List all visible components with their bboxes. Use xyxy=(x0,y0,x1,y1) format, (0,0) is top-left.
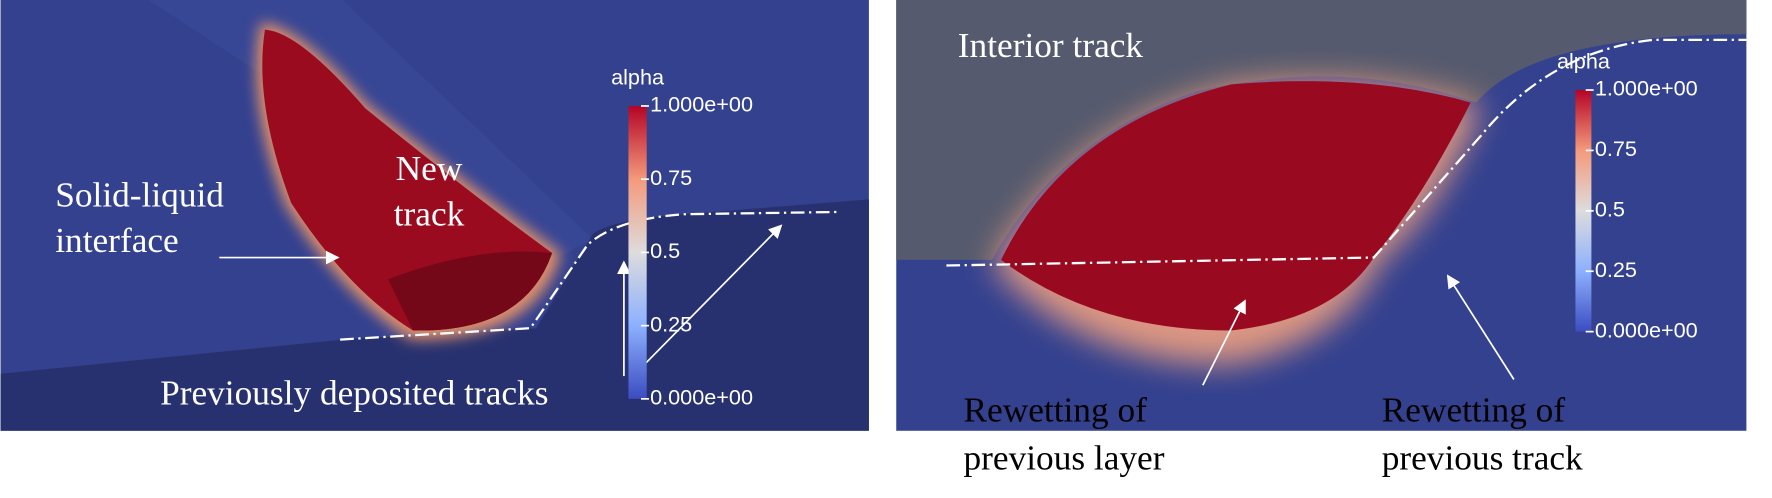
colorbar-tick-label: 0.75 xyxy=(1595,136,1637,161)
left-panel xyxy=(0,0,869,431)
annotation-line: track xyxy=(394,195,465,234)
annotation: New track xyxy=(394,149,465,234)
annotation: Rewetting of previous layer xyxy=(963,391,1164,478)
annotation-line: previous layer xyxy=(963,439,1164,478)
annotation-line: Interior track xyxy=(958,26,1144,65)
colorbar-title: alpha xyxy=(611,64,665,89)
colorbar-tick-label: 0.000e+00 xyxy=(1595,317,1698,342)
colorbar-tick-label: 1.000e+00 xyxy=(650,92,753,117)
colorbar-tick-label: 0.25 xyxy=(650,311,692,336)
colorbar-title: alpha xyxy=(1557,48,1611,73)
right-panel xyxy=(896,0,1747,431)
annotation: Interior track xyxy=(958,26,1144,65)
annotation-line: previous track xyxy=(1382,439,1583,478)
annotation: Previously deposited tracks xyxy=(160,374,548,413)
annotation-line: New xyxy=(396,149,463,188)
annotation: Solid-liquid interface xyxy=(55,175,224,260)
colorbar-tick-label: 0.000e+00 xyxy=(650,385,753,410)
annotation-line: Rewetting of xyxy=(1382,391,1566,430)
annotation-line: Solid-liquid xyxy=(55,175,224,214)
colorbar-tick-label: 0.5 xyxy=(650,238,680,263)
colorbar-tick-label: 0.25 xyxy=(1595,257,1637,282)
colorbar-tick-label: 0.75 xyxy=(650,165,692,190)
annotation-line: Rewetting of xyxy=(963,391,1147,430)
colorbar-tick-label: 1.000e+00 xyxy=(1595,76,1698,101)
colorbar-tick-label: 0.5 xyxy=(1595,197,1625,222)
annotation-line: Previously deposited tracks xyxy=(160,374,548,413)
annotation-line: interface xyxy=(55,221,179,260)
annotation: Rewetting of previous track xyxy=(1382,391,1583,478)
